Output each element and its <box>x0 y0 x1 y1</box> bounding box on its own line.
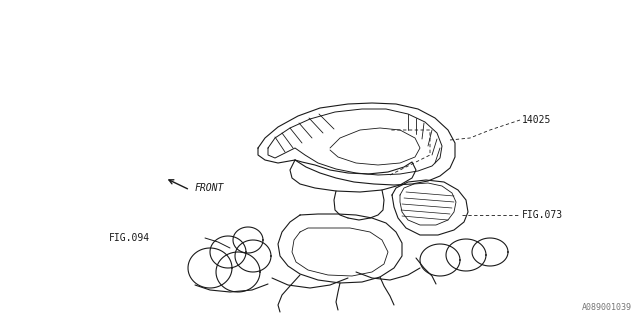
Text: 14025: 14025 <box>522 115 552 125</box>
Text: A089001039: A089001039 <box>582 303 632 313</box>
Text: FIG.094: FIG.094 <box>109 233 150 243</box>
Text: FRONT: FRONT <box>195 183 225 193</box>
Text: FIG.073: FIG.073 <box>522 210 563 220</box>
